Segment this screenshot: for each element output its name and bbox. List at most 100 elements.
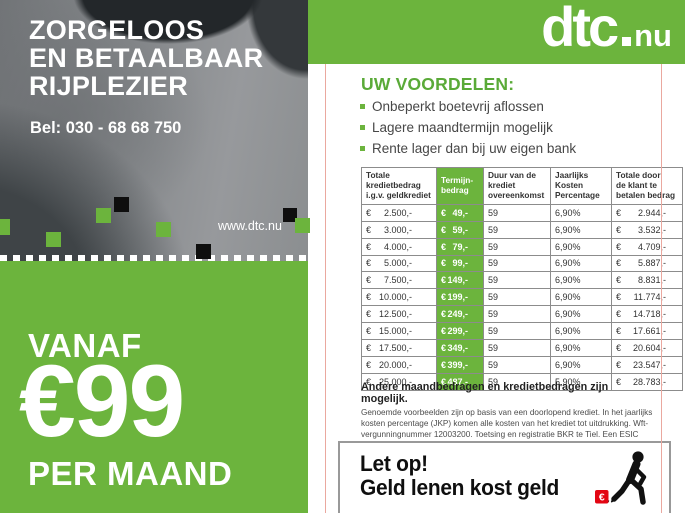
table-cell: €10.000,- [361,288,437,307]
table-cell: 59 [483,237,551,256]
svg-text:€: € [599,492,605,504]
dtc-logo: dtc nu [541,0,672,58]
table-cell: €11.774,- [611,288,683,307]
benefits-list: Onbeperkt boetevrij aflossen Lagere maand… [360,99,576,162]
decor-square [96,208,111,223]
table-cell: €20.000,- [361,355,437,374]
decor-square [46,232,61,247]
table-cell: 59 [483,271,551,290]
table-cell: €28.783,- [611,372,683,391]
table-row: €3.000,- €59,- 59 6,90% €3.532,- [361,220,683,239]
table-cell: 59 [483,338,551,357]
table-cell: €59,- [436,220,484,239]
decor-square [196,244,211,259]
benefit-label: Onbeperkt boetevrij aflossen [372,99,544,114]
table-cell: €49,- [436,203,484,222]
table-cell: €199,- [436,288,484,307]
decor-square [295,218,310,233]
table-cell: 6,90% [550,355,612,374]
table-row: €4.000,- €79,- 59 6,90% €4.709,- [361,237,683,256]
table-cell: 59 [483,372,551,391]
logo-band: dtc nu [308,0,685,64]
table-row: €12.500,- €249,- 59 6,90% €14.718,- [361,305,683,324]
table-cell: €7.500,- [361,271,437,290]
table-row: €15.000,- €299,- 59 6,90% €17.661,- [361,322,683,340]
table-cell: €8.831,- [611,271,683,290]
table-cell: €487,- [436,372,484,391]
table-cell: 6,90% [550,338,612,357]
table-row: €5.000,- €99,- 59 6,90% €5.887,- [361,254,683,273]
table-header: Duur van de krediet overeenkomst [483,167,551,205]
table-cell: 59 [483,322,551,340]
decor-square [156,222,171,237]
warning-box: Let op! Geld lenen kost geld € [338,441,671,513]
table-cell: €3.532,- [611,220,683,239]
table-cell: €399,- [436,355,484,374]
euro-badge [595,490,609,504]
benefits-title: UW VOORDELEN: [361,74,515,94]
table-header: Termijn- bedrag [436,167,484,205]
table-cell: €349,- [436,338,484,357]
table-cell: €14.718,- [611,305,683,324]
price-prefix: VANAF [28,327,142,364]
table-header: Totale door de klant te betalen bedrag [611,167,683,205]
logo-square-dot-icon [622,37,632,46]
table-cell: €249,- [436,305,484,324]
hero-photo: ZORGELOOS EN BETAALBAAR RIJPLEZIER Bel: 03… [0,0,308,262]
benefit-item: Lagere maandtermijn mogelijk [360,120,576,135]
table-cell: 6,90% [550,254,612,273]
table-cell: 59 [483,288,551,307]
table-cell: 6,90% [550,288,612,307]
bullet-square-icon [360,125,365,130]
bullet-square-icon [360,104,365,109]
table-cell: 59 [483,220,551,239]
table-cell: €5.000,- [361,254,437,273]
table-row: €17.500,- €349,- 59 6,90% €20.604,- [361,338,683,357]
table-cell: 6,90% [550,237,612,256]
benefit-item: Rente lager dan bij uw eigen bank [360,141,576,156]
phone-number: Bel: 030 - 68 68 750 [30,119,182,137]
table-cell: €4.000,- [361,237,437,256]
table-header-row: Totale kredietbedrag i.g.v. geldkrediet T… [361,167,683,205]
table-cell: €12.500,- [361,305,437,324]
table-cell: €2.944,- [611,203,683,222]
table-cell: €3.000,- [361,220,437,239]
money-chain-icon: € [595,451,647,505]
perforation-line [0,255,310,261]
warning-text: Let op! Geld lenen kost geld [360,451,560,501]
table-cell: €17.661,- [611,322,683,340]
table-row: €7.500,- €149,- 59 6,90% €8.831,- [361,271,683,290]
logo-text: dtc [541,0,619,58]
table-row: €25.000,- €487,- 59 5,90% €28.783,- [361,372,683,391]
table-header: Jaarlijks Kosten Percentage [550,167,612,205]
table-cell: 59 [483,355,551,374]
price-amount: €99 [19,344,185,458]
disclaimer-title: Andere maandbedragen en kredietbedragen … [361,381,609,405]
table-cell: €299,- [436,322,484,340]
table-cell: 59 [483,305,551,324]
table-cell: €99,- [436,254,484,273]
logo-tld: nu [634,18,672,53]
price-suffix: PER MAAND [28,455,233,492]
table-cell: 6,90% [550,203,612,222]
table-cell: €149,- [436,271,484,290]
table-cell: 6,90% [550,271,612,290]
warning-line2: Geld lenen kost geld [360,475,560,501]
table-header: Totale kredietbedrag i.g.v. geldkrediet [361,167,437,205]
table-cell: 6,90% [550,322,612,340]
decor-square [0,219,10,235]
table-row: €20.000,- €399,- 59 6,90% €23.547,- [361,355,683,374]
table-cell: €17.500,- [361,338,437,357]
bullet-square-icon [360,146,365,151]
decor-square [283,208,297,222]
table-cell: €79,- [436,237,484,256]
table-cell: €23.547,- [611,355,683,374]
fold-line-right [661,64,662,513]
benefit-label: Rente lager dan bij uw eigen bank [372,141,577,156]
decor-square [114,197,129,212]
table-row: €2.500,- €49,- 59 6,90% €2.944,- [361,203,683,222]
website-url: www.dtc.nu [218,219,282,233]
benefit-label: Lagere maandtermijn mogelijk [372,120,553,135]
table-cell: 6,90% [550,220,612,239]
